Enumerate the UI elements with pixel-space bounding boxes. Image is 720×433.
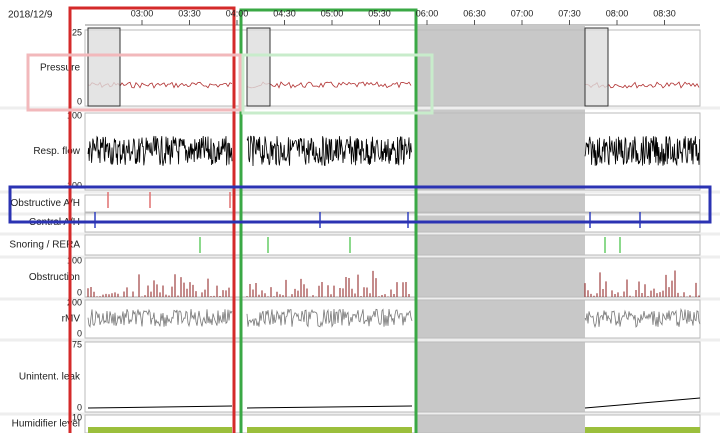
highlight-blue [8, 185, 712, 224]
waveform [87, 308, 233, 328]
leak-trace [584, 397, 701, 409]
shaded-box [87, 27, 121, 107]
row-frame [84, 341, 701, 413]
row-frame [84, 299, 701, 339]
row-label: Obstructive A/H [11, 198, 80, 209]
time-label: 06:30 [463, 8, 486, 18]
waveform [246, 81, 412, 89]
humidifier-bar [247, 427, 412, 433]
row-label: Humidifier level [12, 419, 80, 430]
date-label: 2018/12/9 [8, 10, 53, 21]
time-label: 03:00 [131, 8, 154, 18]
no-data-gap [415, 25, 585, 433]
row-label: Snoring / RERA [9, 240, 80, 251]
row-label: Unintent. leak [19, 372, 81, 383]
leak-trace [246, 405, 413, 409]
highlight-pink [26, 53, 242, 112]
row-frame [84, 194, 701, 213]
waveform [584, 136, 700, 167]
axis-top: 100 [67, 255, 82, 265]
time-label: 06:00 [416, 8, 439, 18]
row-frame [84, 29, 701, 107]
axis-top: 25 [72, 27, 82, 37]
shaded-box [246, 27, 271, 107]
axis-top: 10 [72, 412, 82, 422]
time-label: 05:00 [321, 8, 344, 18]
axis-bottom: 0 [77, 96, 82, 106]
waveform [246, 308, 413, 328]
axis-top: 100 [67, 110, 82, 120]
time-label: 05:30 [368, 8, 391, 18]
row-frame [84, 234, 701, 256]
shaded-box [584, 27, 609, 107]
axis-bottom: 0 [77, 287, 82, 297]
axis-bottom: 0 [77, 328, 82, 338]
row-label: Obstruction [29, 272, 80, 283]
axis-top: 75 [72, 339, 82, 349]
highlight-light-green [241, 53, 434, 115]
time-label: 04:00 [226, 8, 249, 18]
time-label: 07:30 [558, 8, 581, 18]
time-label: 08:30 [653, 8, 676, 18]
humidifier-bar [88, 427, 232, 433]
time-label: 08:00 [606, 8, 629, 18]
row-frame [84, 257, 701, 298]
axis-bottom: -100 [64, 180, 82, 190]
time-label: 04:30 [273, 8, 296, 18]
waveform [246, 135, 412, 167]
time-label: 07:00 [511, 8, 534, 18]
leak-trace [87, 405, 233, 409]
humidifier-bar [585, 427, 700, 433]
waveform [584, 307, 701, 329]
row-frame [84, 414, 701, 433]
waveform [87, 135, 233, 166]
axis-bottom: 0 [77, 402, 82, 412]
highlight-green [239, 8, 418, 433]
row-label: Resp. flow [33, 146, 80, 157]
axis-top: 200 [67, 297, 82, 307]
time-label: 03:30 [178, 8, 201, 18]
row-label: Pressure [40, 63, 80, 74]
